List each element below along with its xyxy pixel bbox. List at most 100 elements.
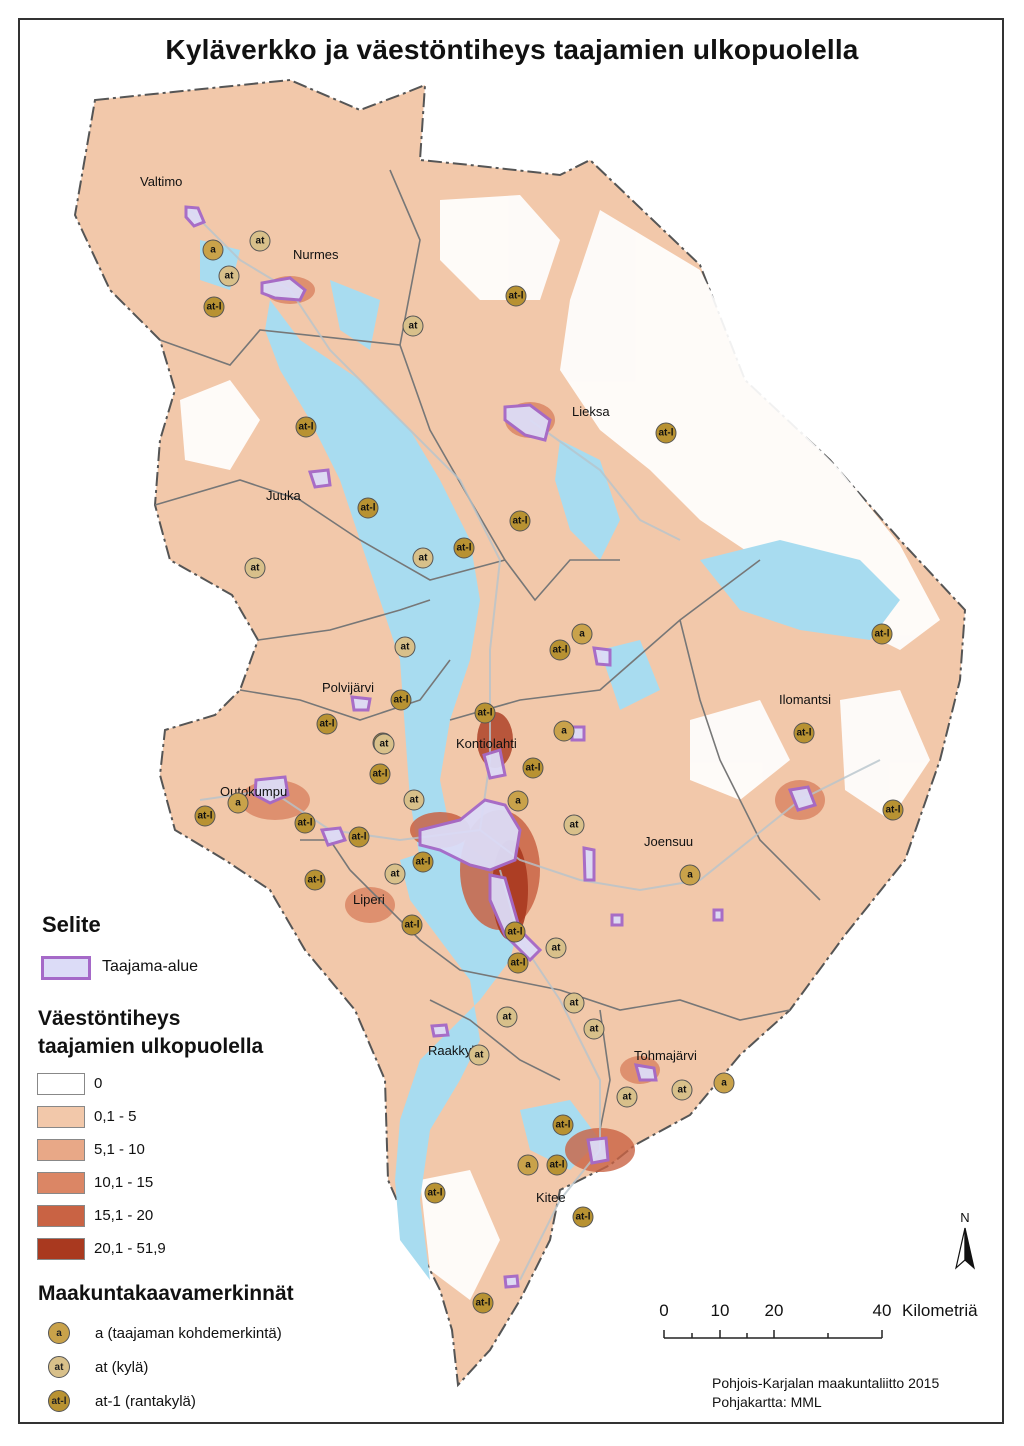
density-label: 5,1 - 10 <box>94 1141 145 1158</box>
plan-symbol-at-icon: at <box>403 789 425 811</box>
svg-text:at-l: at-l <box>550 1160 565 1171</box>
svg-text:at-l: at-l <box>373 769 388 780</box>
plan-symbol-at-icon: at <box>244 557 266 579</box>
svg-text:at-l: at-l <box>513 516 528 527</box>
svg-text:at: at <box>570 820 580 831</box>
place-label: Valtimo <box>140 174 182 189</box>
svg-text:at: at <box>410 795 420 806</box>
plan-symbol-at-icon: at <box>402 315 424 337</box>
plan-symbol-a-icon: a <box>517 1154 539 1176</box>
plan-symbol-atl-icon: at-l <box>507 952 529 974</box>
taajama-areas <box>184 205 817 1289</box>
density-class-row: 0,1 - 5 <box>37 1106 437 1128</box>
plan-symbol-at-icon: at <box>468 1044 490 1066</box>
svg-text:a: a <box>515 796 521 807</box>
plan-symbol-atl-icon: at-l <box>793 722 815 744</box>
svg-text:at: at <box>401 642 411 653</box>
svg-text:at-l: at-l <box>361 503 376 514</box>
scale-tick-label: 0 <box>659 1301 668 1320</box>
place-label: Kontiolahti <box>456 736 517 751</box>
svg-text:at: at <box>380 739 390 750</box>
plan-symbol-atl-icon: at-l <box>357 497 379 519</box>
plan-symbol-atl-icon: at-l <box>194 805 216 827</box>
credit-org: Pohjois-Karjalan maakuntaliitto 2015 <box>712 1375 940 1391</box>
density-label: 0,1 - 5 <box>94 1108 137 1125</box>
svg-text:a: a <box>561 726 567 737</box>
density-class-row: 10,1 - 15 <box>37 1172 437 1194</box>
place-label: Nurmes <box>293 247 339 262</box>
density-label: 0 <box>94 1075 103 1092</box>
svg-text:at-l: at-l <box>308 875 323 886</box>
plan-symbol-atl-icon: at-l <box>572 1206 594 1228</box>
plan-symbol-atl-icon: at-l <box>203 296 225 318</box>
svg-text:at: at <box>503 1012 513 1023</box>
plan-symbol-a-icon: a <box>571 623 593 645</box>
north-label: N <box>960 1210 969 1225</box>
svg-text:at: at <box>623 1092 633 1103</box>
plan-symbol-at-icon: at <box>249 230 271 252</box>
svg-text:at: at <box>256 236 266 247</box>
density-label: 15,1 - 20 <box>94 1207 154 1224</box>
plan-symbol-at-icon: at <box>545 937 567 959</box>
svg-text:at-l: at-l <box>797 728 812 739</box>
plan-symbol-atl-icon: at-l <box>522 757 544 779</box>
plan-symbol-a-icon: a <box>713 1072 735 1094</box>
plan-symbol-atl-icon: at-l <box>472 1292 494 1314</box>
density-class-row: 20,1 - 51,9 <box>37 1238 437 1260</box>
legend-title: Selite <box>42 912 101 937</box>
place-label: Kitee <box>536 1190 566 1205</box>
plan-symbol-atl-icon: at-l <box>295 416 317 438</box>
municipal-borders <box>154 169 821 1131</box>
svg-text:at-l: at-l <box>416 857 431 868</box>
unpopulated-areas <box>180 195 940 1300</box>
svg-text:at: at <box>475 1050 485 1061</box>
plan-symbol-at-icon: at <box>671 1079 693 1101</box>
plan-symbol-atl-icon: at-l <box>505 285 527 307</box>
plan-symbol-at-icon: at <box>218 265 240 287</box>
svg-text:at-l: at-l <box>320 719 335 730</box>
plan-symbol-atl-icon: at-l <box>474 702 496 724</box>
plan-symbol-atl-icon: at-l <box>348 826 370 848</box>
plan-symbol-atl-icon: at-l <box>304 869 326 891</box>
place-label: Joensuu <box>644 834 693 849</box>
scale-tick-label: 40 <box>873 1301 892 1320</box>
plan-symbol-at-icon: at <box>563 992 585 1014</box>
plan-symbol-a-icon: a <box>227 792 249 814</box>
symbol-at-icon: at <box>48 1356 70 1378</box>
density-class-row: 15,1 - 20 <box>37 1205 437 1227</box>
map-title: Kyläverkko ja väestöntiheys taajamien ul… <box>165 34 859 65</box>
credit-basemap: Pohjakartta: MML <box>712 1394 822 1410</box>
plan-symbol-atl-icon: at-l <box>552 1114 574 1136</box>
svg-text:at-l: at-l <box>476 1298 491 1309</box>
north-arrow-icon: N <box>955 1210 975 1270</box>
density-swatch <box>37 1106 85 1128</box>
symbol-legend-row: at at (kylä) <box>48 1356 398 1382</box>
scale-tick-label: 10 <box>711 1301 730 1320</box>
symbols-legend-title: Maakuntakaavamerkinnät <box>38 1282 294 1305</box>
plan-symbol-at-icon: at <box>496 1006 518 1028</box>
place-label: Ilomantsi <box>779 692 831 707</box>
symbol-label: at-1 (rantakylä) <box>95 1393 196 1410</box>
plan-symbol-at-icon: at <box>616 1086 638 1108</box>
svg-text:at-l: at-l <box>352 832 367 843</box>
density-swatch <box>37 1073 85 1095</box>
plan-symbol-atl-icon: at-l <box>390 689 412 711</box>
place-label: Tohmajärvi <box>634 1048 697 1063</box>
plan-symbol-a-icon: a <box>202 239 224 261</box>
svg-text:at-l: at-l <box>526 763 541 774</box>
svg-text:at-l: at-l <box>508 927 523 938</box>
taajama-legend-swatch <box>41 956 91 980</box>
density-label: 20,1 - 51,9 <box>94 1240 166 1257</box>
svg-text:at: at <box>409 321 419 332</box>
plan-symbols: a at at at-l at-l at at-l at-l at-l at-l at-l at at a… <box>194 230 904 1314</box>
plan-symbol-atl-icon: at-l <box>509 510 531 532</box>
density-legend-title: Väestöntiheys taajamien ulkopuolella <box>38 1005 263 1061</box>
svg-text:at: at <box>419 553 429 564</box>
svg-text:at-l: at-l <box>207 302 222 313</box>
plan-symbol-atl-icon: at-l <box>453 537 475 559</box>
density-swatch <box>37 1172 85 1194</box>
svg-text:at-l: at-l <box>405 920 420 931</box>
symbol-legend-row: a a (taajaman kohdemerkintä) <box>48 1322 398 1348</box>
scale-bar: 0 10 20 40 Kilometriä <box>659 1301 978 1339</box>
